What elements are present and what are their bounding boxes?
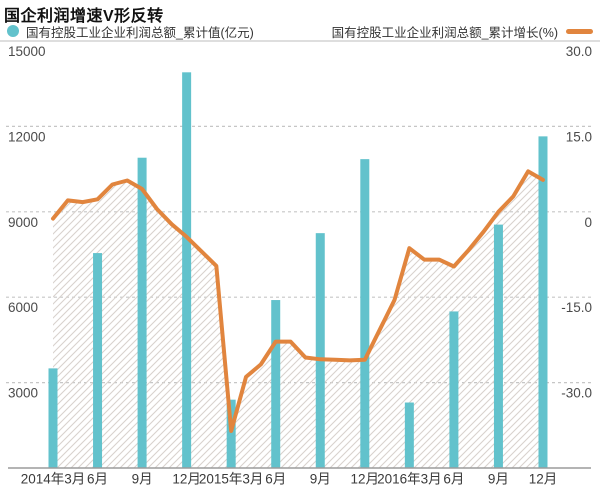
- x-axis-tick-label: 2015年3月: [199, 472, 264, 487]
- profit-bar: [48, 368, 58, 468]
- legend-line-item: 国有控股工业企业利润总额_累计增长(%): [331, 23, 593, 40]
- y-axis-tick-label-left: 12000: [8, 129, 46, 144]
- y-axis-tick-label-right: 15.0: [566, 129, 592, 144]
- page-title: 国企利润增速V形反转: [4, 8, 164, 25]
- profit-bar: [493, 224, 503, 468]
- legend-line-label: 国有控股工业企业利润总额_累计增长(%): [331, 25, 558, 40]
- growth-area-hatch: [53, 171, 543, 468]
- line-series-swatch-icon: [566, 28, 593, 34]
- growth-line: [51, 169, 545, 433]
- legend-bar-label: 国有控股工业企业利润总额_累计值(亿元): [26, 25, 254, 40]
- y-axis-tick-label-left: 3000: [8, 386, 38, 401]
- x-axis-tick-label: 6月: [265, 472, 286, 487]
- profit-bar: [93, 253, 103, 468]
- profit-bar: [226, 399, 236, 468]
- profit-bar: [137, 157, 147, 469]
- y-axis-tick-label-right: -15.0: [561, 300, 592, 315]
- profit-bar: [449, 311, 459, 468]
- y-axis-tick-label-left: 15000: [8, 44, 46, 59]
- y-axis-tick-label-right: 30.0: [566, 44, 592, 59]
- x-axis-tick-label: 9月: [132, 472, 153, 487]
- profit-bar: [182, 72, 192, 469]
- x-axis-tick-label: 12月: [351, 472, 380, 487]
- x-axis-tick-label: 6月: [443, 472, 464, 487]
- y-axis-tick-label-left: 6000: [8, 300, 38, 315]
- y-axis-tick-label-right: 0: [584, 215, 592, 230]
- x-axis-tick-label: 12月: [172, 472, 201, 487]
- x-axis-tick-label: 2014年3月: [21, 472, 86, 487]
- bar-series-dot-icon: [7, 25, 19, 37]
- profit-bar: [360, 159, 370, 469]
- profit-bar: [404, 402, 414, 468]
- x-axis-tick-label: 9月: [488, 472, 509, 487]
- y-axis-tick-label-left: 9000: [8, 215, 38, 230]
- legend-bar-item: 国有控股工业企业利润总额_累计值(亿元): [7, 23, 254, 40]
- x-axis-tick-label: 12月: [529, 472, 558, 487]
- profit-bar: [271, 300, 281, 468]
- profit-bar: [315, 233, 325, 468]
- x-axis-tick-label: 9月: [310, 472, 331, 487]
- y-axis-tick-label-right: -30.0: [561, 386, 592, 401]
- x-axis-tick-label: 2016年3月: [377, 472, 442, 487]
- profit-bar: [538, 136, 548, 468]
- x-axis-tick-label: 6月: [87, 472, 108, 487]
